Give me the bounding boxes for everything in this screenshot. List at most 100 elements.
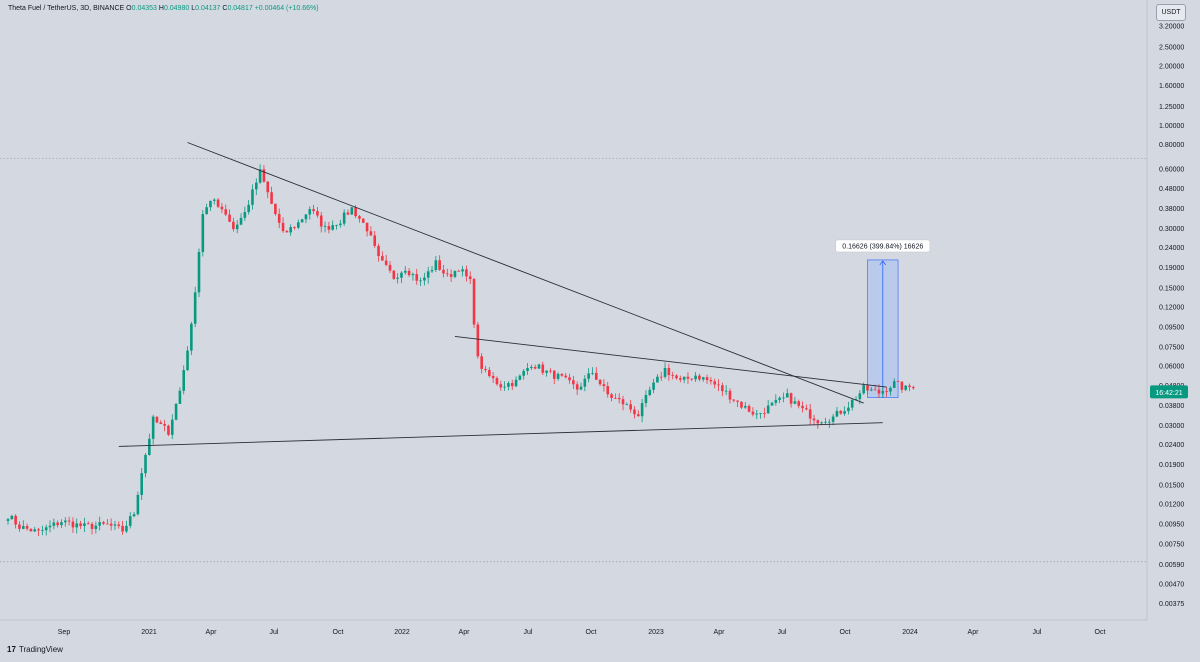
close-value: 0.04817 <box>227 5 253 12</box>
countdown-text: 16:42:21 <box>1155 390 1182 397</box>
x-tick-label: Sep <box>58 629 71 636</box>
candle-body <box>361 218 365 223</box>
candle-body <box>419 280 422 282</box>
trendline-descending-resistance[interactable] <box>187 142 864 404</box>
candle-body <box>228 214 231 222</box>
measure-arrow-head <box>879 260 887 266</box>
candle-body <box>140 473 143 495</box>
candle-body <box>526 368 529 371</box>
x-tick-label: Jul <box>524 629 533 636</box>
candle-body <box>113 524 117 526</box>
candle-body <box>625 404 629 406</box>
y-tick-label: 0.00375 <box>1159 601 1184 608</box>
candle-body <box>820 422 823 424</box>
candle-body <box>663 368 667 377</box>
candle-body <box>235 224 239 230</box>
candle-body <box>690 378 694 380</box>
candle-body <box>545 370 548 373</box>
candle-body <box>132 514 136 517</box>
candle-body <box>698 375 701 380</box>
candle-body <box>675 375 678 379</box>
tradingview-logo-icon: 17 <box>7 645 16 654</box>
candle-body <box>617 397 621 400</box>
candle-body <box>98 522 101 526</box>
candle-body <box>808 409 812 419</box>
y-tick-label: 2.00000 <box>1159 64 1184 71</box>
candle-body <box>83 523 86 526</box>
candle-body <box>285 231 289 233</box>
candle-body <box>60 522 63 526</box>
candle-body <box>828 421 831 423</box>
candle-body <box>850 399 854 408</box>
candle-body <box>346 212 350 215</box>
candle-body <box>778 397 781 400</box>
last-price-tag: 16:42:21 <box>1150 385 1188 399</box>
candle-body <box>182 370 186 391</box>
candle-body <box>369 231 373 236</box>
candle-body <box>602 384 606 387</box>
candle-body <box>430 270 434 272</box>
price-range-measure[interactable] <box>867 259 899 398</box>
candle-body <box>564 375 568 378</box>
candle-body <box>896 381 900 382</box>
measure-label: 0.16626 (399.84%) 16626 <box>835 239 931 253</box>
candle-body <box>782 397 785 399</box>
candle-body <box>136 494 140 515</box>
candle-body <box>594 372 598 380</box>
candle-body <box>25 526 29 529</box>
currency-button[interactable]: USDT <box>1156 4 1186 21</box>
candle-body <box>873 389 877 391</box>
candle-body <box>121 525 124 532</box>
candle-body <box>621 399 625 405</box>
candle-body <box>323 226 327 227</box>
y-tick-label: 0.02400 <box>1159 442 1184 449</box>
candle-body <box>10 515 14 520</box>
footer: 17 TradingView <box>7 645 63 654</box>
candle-body <box>396 277 399 279</box>
candle-body <box>312 209 315 212</box>
x-tick-label: Apr <box>968 629 980 636</box>
candle-body <box>415 274 419 281</box>
candle-body <box>812 418 816 421</box>
candle-body <box>201 214 205 252</box>
candle-body <box>125 525 128 532</box>
candle-body <box>549 370 552 372</box>
y-tick-label: 0.00750 <box>1159 542 1184 549</box>
candle-body <box>71 521 75 528</box>
candle-body <box>224 209 228 215</box>
candle-body <box>522 370 525 376</box>
candle-body <box>648 389 652 396</box>
candle-body <box>289 227 292 233</box>
candle-body <box>109 523 113 526</box>
low-value: 0.04137 <box>195 5 221 12</box>
candle-body <box>774 399 778 403</box>
candle-body <box>117 524 121 526</box>
candle-body <box>552 370 556 379</box>
candle-body <box>266 181 270 193</box>
candle-body <box>243 212 247 218</box>
x-tick-label: Oct <box>1095 629 1106 636</box>
candle-body <box>270 192 273 204</box>
trendline-flat-resistance[interactable] <box>454 335 887 388</box>
candle-body <box>766 405 770 414</box>
candle-body <box>847 407 850 412</box>
x-tick-label: Apr <box>206 629 218 636</box>
candle-body <box>94 525 98 529</box>
candle-body <box>835 410 839 417</box>
measure-label-text: 0.16626 (399.84%) 16626 <box>842 243 923 250</box>
candle-body <box>637 414 640 417</box>
time-axis: Sep 2021 Apr Jul Oct 2022 Apr Jul Oct 2023 Apr Jul O… <box>58 629 1106 636</box>
candle-body <box>904 385 907 390</box>
candle-body <box>155 416 159 423</box>
trendline-ascending-support[interactable] <box>118 422 883 447</box>
candle-body <box>770 402 774 406</box>
candle-body <box>701 377 705 380</box>
trendlines[interactable] <box>118 142 887 447</box>
candle-body <box>167 425 170 435</box>
candle-body <box>457 270 461 272</box>
change-value: +0.00464 (+10.66%) <box>254 5 319 12</box>
candle-body <box>751 411 755 415</box>
candle-body <box>912 387 915 389</box>
candle-body <box>33 529 37 532</box>
